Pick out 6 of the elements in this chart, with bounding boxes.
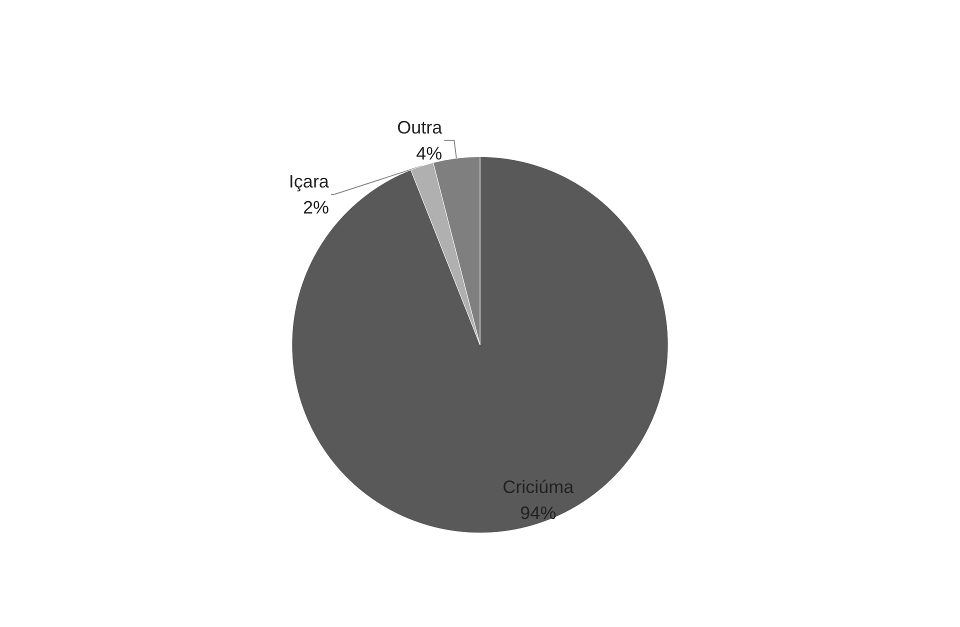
data-label: 2%	[302, 197, 329, 218]
slice-label: Outra	[397, 117, 444, 138]
data-label: 94%	[520, 503, 556, 524]
data-label: 4%	[416, 143, 442, 164]
slice-label: Criciúma	[502, 477, 575, 498]
slice-label: Içara	[288, 171, 330, 192]
